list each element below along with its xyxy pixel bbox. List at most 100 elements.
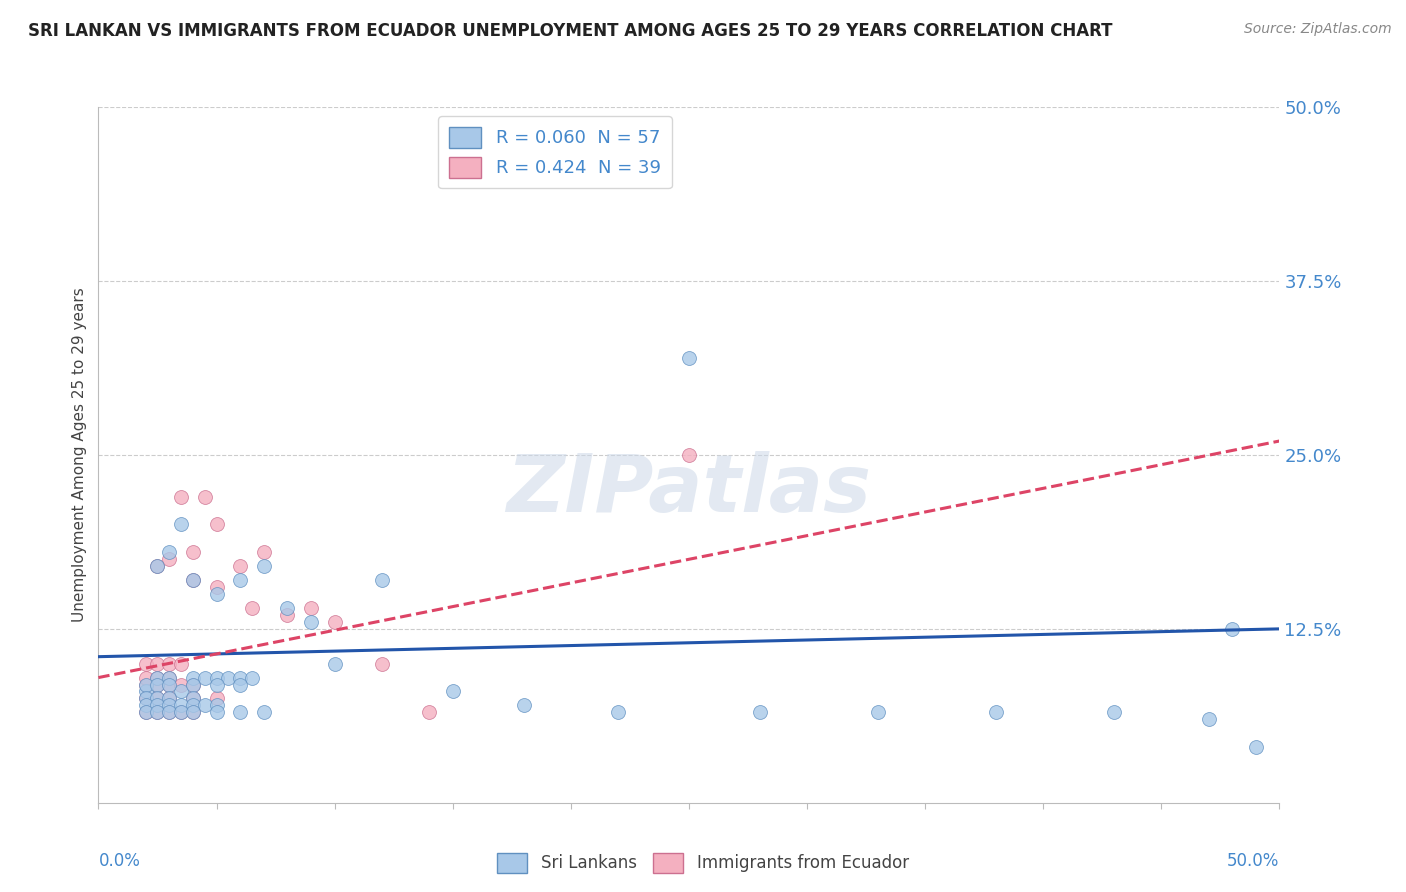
Point: [135, 671, 157, 685]
Point: [205, 698, 228, 713]
Point: [181, 677, 204, 691]
Point: [1220, 622, 1243, 636]
Point: [135, 691, 157, 706]
Point: [146, 559, 169, 574]
Point: [323, 657, 346, 671]
Point: [157, 657, 180, 671]
Point: [323, 615, 346, 629]
Point: [205, 677, 228, 691]
Point: [194, 698, 217, 713]
Point: [205, 580, 228, 594]
Text: SRI LANKAN VS IMMIGRANTS FROM ECUADOR UNEMPLOYMENT AMONG AGES 25 TO 29 YEARS COR: SRI LANKAN VS IMMIGRANTS FROM ECUADOR UN…: [28, 22, 1112, 40]
Point: [157, 698, 180, 713]
Point: [146, 677, 169, 691]
Point: [512, 698, 534, 713]
Point: [205, 517, 228, 532]
Point: [135, 657, 157, 671]
Point: [194, 490, 217, 504]
Point: [205, 587, 228, 601]
Point: [146, 691, 169, 706]
Text: 0.0%: 0.0%: [98, 852, 141, 870]
Point: [181, 698, 204, 713]
Point: [146, 671, 169, 685]
Point: [157, 677, 180, 691]
Point: [157, 545, 180, 559]
Point: [299, 601, 322, 615]
Point: [607, 706, 630, 720]
Legend: R = 0.060  N = 57, R = 0.424  N = 39: R = 0.060 N = 57, R = 0.424 N = 39: [439, 116, 672, 188]
Point: [253, 706, 276, 720]
Point: [146, 677, 169, 691]
Point: [170, 698, 193, 713]
Point: [678, 448, 700, 462]
Point: [157, 691, 180, 706]
Point: [1198, 712, 1220, 726]
Point: [299, 615, 322, 629]
Point: [146, 698, 169, 713]
Text: 50.0%: 50.0%: [1227, 852, 1279, 870]
Point: [229, 706, 252, 720]
Point: [170, 517, 193, 532]
Point: [181, 573, 204, 587]
Point: [181, 545, 204, 559]
Point: [181, 706, 204, 720]
Point: [157, 691, 180, 706]
Point: [157, 552, 180, 566]
Point: [1102, 706, 1125, 720]
Point: [181, 691, 204, 706]
Point: [229, 559, 252, 574]
Point: [170, 490, 193, 504]
Point: [194, 671, 217, 685]
Point: [181, 691, 204, 706]
Point: [748, 706, 770, 720]
Point: [135, 684, 157, 698]
Point: [181, 573, 204, 587]
Legend: Sri Lankans, Immigrants from Ecuador: Sri Lankans, Immigrants from Ecuador: [491, 847, 915, 880]
Point: [866, 706, 889, 720]
Text: ZIPatlas: ZIPatlas: [506, 450, 872, 529]
Point: [146, 657, 169, 671]
Point: [135, 706, 157, 720]
Point: [135, 677, 157, 691]
Text: Source: ZipAtlas.com: Source: ZipAtlas.com: [1244, 22, 1392, 37]
Point: [181, 677, 204, 691]
Point: [170, 657, 193, 671]
Point: [276, 607, 298, 622]
Point: [170, 706, 193, 720]
Point: [146, 691, 169, 706]
Point: [240, 671, 263, 685]
Point: [146, 706, 169, 720]
Point: [1244, 740, 1267, 755]
Point: [170, 684, 193, 698]
Point: [135, 691, 157, 706]
Point: [146, 671, 169, 685]
Point: [253, 545, 276, 559]
Point: [135, 706, 157, 720]
Point: [678, 351, 700, 365]
Point: [170, 706, 193, 720]
Point: [205, 706, 228, 720]
Point: [157, 677, 180, 691]
Point: [217, 671, 239, 685]
Point: [181, 671, 204, 685]
Point: [229, 573, 252, 587]
Point: [253, 559, 276, 574]
Point: [157, 706, 180, 720]
Point: [135, 698, 157, 713]
Point: [229, 677, 252, 691]
Point: [146, 706, 169, 720]
Y-axis label: Unemployment Among Ages 25 to 29 years: Unemployment Among Ages 25 to 29 years: [72, 287, 87, 623]
Point: [135, 677, 157, 691]
Point: [371, 657, 394, 671]
Point: [418, 706, 440, 720]
Point: [441, 684, 464, 698]
Point: [229, 671, 252, 685]
Point: [205, 671, 228, 685]
Point: [157, 706, 180, 720]
Point: [205, 691, 228, 706]
Point: [276, 601, 298, 615]
Point: [146, 559, 169, 574]
Point: [157, 671, 180, 685]
Point: [371, 573, 394, 587]
Point: [984, 706, 1007, 720]
